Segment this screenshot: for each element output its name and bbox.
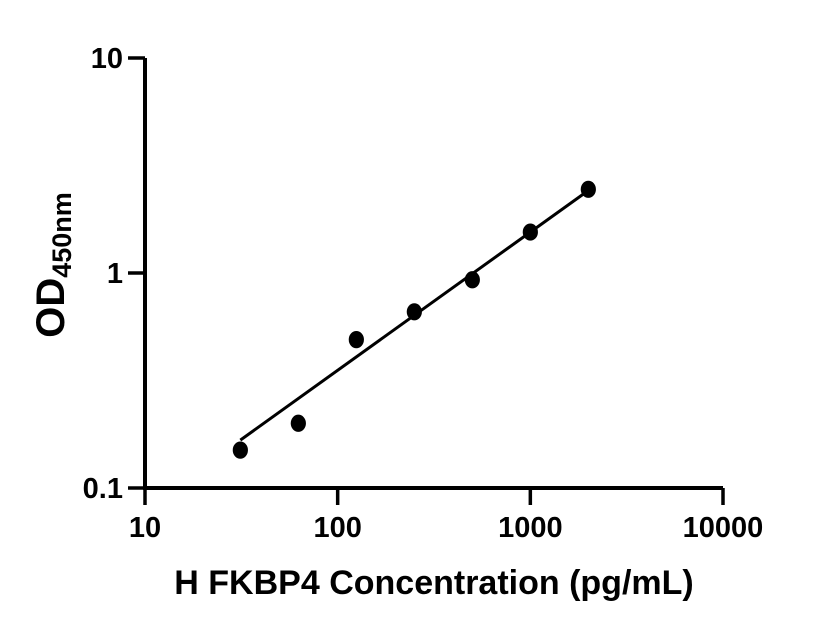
data-point-marker	[580, 180, 596, 198]
x-axis-tick-label: 100	[313, 512, 361, 544]
data-point-marker	[464, 271, 480, 289]
x-axis-tick-label: 1000	[498, 512, 563, 544]
y-axis-title-main: OD	[29, 278, 73, 338]
x-axis-tick-label: 10000	[683, 512, 764, 544]
data-point-marker	[406, 303, 422, 321]
y-axis-tick-label: 10	[91, 43, 123, 75]
x-axis-tick-label: 10	[129, 512, 161, 544]
y-axis-title: OD450nm	[29, 192, 77, 338]
y-axis-tick-label: 0.1	[83, 473, 123, 505]
data-point-marker	[348, 331, 364, 349]
axes: 10 100 1000 10000 0.1 1 10	[83, 43, 764, 544]
data-points	[232, 180, 596, 459]
x-axis-title: H FKBP4 Concentration (pg/mL)	[174, 564, 693, 602]
y-axis-tick-label: 1	[107, 258, 123, 290]
data-point-marker	[522, 223, 538, 241]
data-point-marker	[232, 441, 248, 459]
y-axis-title-subscript: 450nm	[47, 192, 77, 278]
data-point-marker	[290, 414, 306, 432]
